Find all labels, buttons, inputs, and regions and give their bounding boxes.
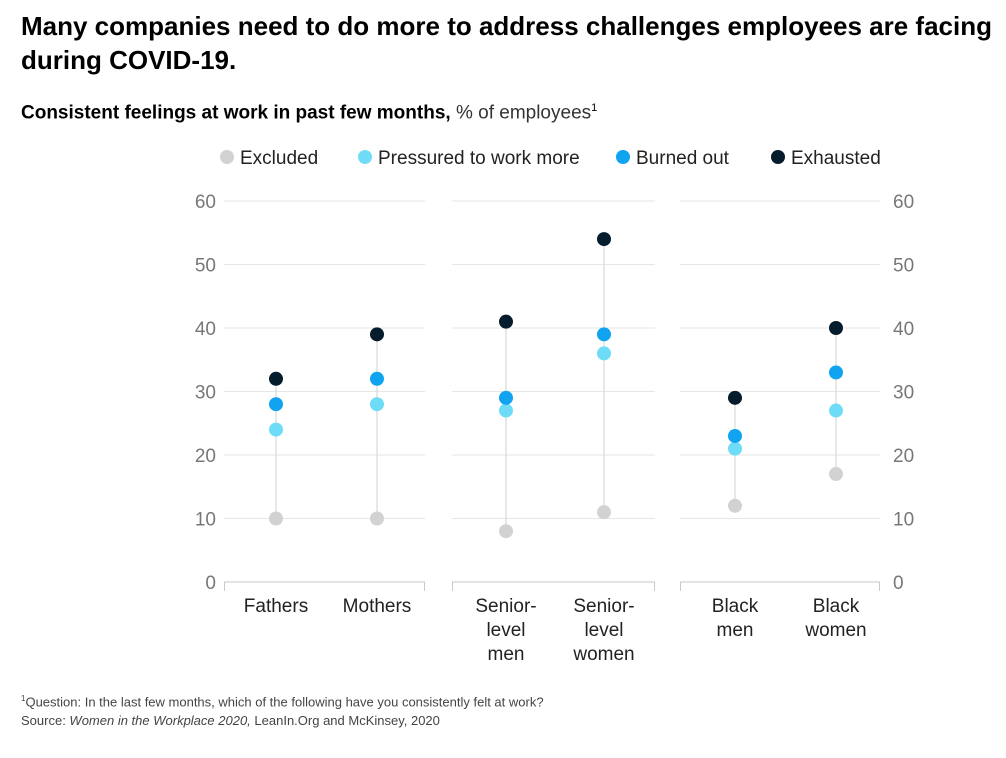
legend-marker-pressured-to-work-more	[358, 150, 372, 164]
subtitle-unit: % of employees	[450, 102, 592, 124]
y-tick-label-right: 20	[893, 446, 914, 467]
subtitle-footnote-marker: 1	[591, 102, 598, 114]
dot-pressured-to-work-more	[269, 422, 283, 437]
footnote-source-line: Source: Women in the Workplace 2020, Lea…	[21, 711, 544, 730]
y-tick-label-left: 40	[195, 319, 216, 340]
y-tick-label-right: 60	[893, 192, 914, 213]
footnote-question: Question: In the last few months, which …	[25, 694, 544, 710]
y-tick-label-right: 50	[893, 256, 914, 277]
footnote-marker: 1	[21, 694, 26, 703]
legend-marker-excluded	[220, 150, 234, 164]
dot-exhausted	[597, 232, 611, 247]
dot-pressured-to-work-more	[370, 397, 384, 412]
dot-pressured-to-work-more	[499, 403, 513, 418]
dot-pressured-to-work-more	[829, 403, 843, 418]
source-publication: Women in the Workplace 2020,	[69, 713, 251, 729]
category-label: Fathers	[244, 596, 308, 617]
legend-label-burned-out: Burned out	[636, 148, 730, 169]
dot-pressured-to-work-more	[597, 346, 611, 361]
y-tick-label-right: 10	[893, 510, 914, 531]
dot-exhausted	[269, 371, 283, 386]
dot-exhausted	[728, 390, 742, 405]
legend-marker-burned-out	[616, 150, 630, 164]
dot-excluded	[597, 505, 611, 520]
category-label: Black women	[804, 596, 866, 641]
legend-marker-exhausted	[771, 150, 785, 164]
dot-burned-out	[829, 365, 843, 380]
chart-subtitle: Consistent feelings at work in past few …	[21, 95, 597, 126]
dot-burned-out	[597, 327, 611, 342]
dot-excluded	[499, 524, 513, 539]
dot-exhausted	[499, 314, 513, 329]
dot-exhausted	[829, 321, 843, 335]
legend-label-pressured-to-work-more: Pressured to work more	[378, 148, 580, 169]
source-publisher: LeanIn.Org and McKinsey, 2020	[250, 713, 440, 729]
chart-title: Many companies need to do more to addres…	[21, 11, 992, 75]
y-tick-label-left: 60	[195, 192, 216, 213]
dot-excluded	[370, 511, 384, 526]
legend-label-exhausted: Exhausted	[791, 148, 881, 169]
dot-burned-out	[370, 371, 384, 386]
dot-excluded	[269, 511, 283, 526]
y-tick-label-left: 20	[195, 446, 216, 467]
category-label: Mothers	[343, 596, 412, 617]
dot-excluded	[728, 498, 742, 513]
category-label: Senior-level women	[572, 596, 634, 665]
dot-exhausted	[370, 327, 384, 342]
y-tick-label-left: 0	[205, 573, 216, 594]
subtitle-bold: Consistent feelings at work in past few …	[21, 102, 451, 124]
dot-burned-out	[269, 397, 283, 412]
footnote: 1Question: In the last few months, which…	[21, 689, 544, 730]
legend-label-excluded: Excluded	[240, 148, 318, 169]
footnote-question-line: 1Question: In the last few months, which…	[21, 689, 544, 711]
source-label: Source:	[21, 713, 70, 729]
dot-excluded	[829, 467, 843, 482]
y-tick-label-left: 10	[195, 510, 216, 531]
dot-burned-out	[499, 390, 513, 405]
y-tick-label-left: 50	[195, 256, 216, 277]
dot-burned-out	[728, 428, 742, 443]
y-tick-label-right: 30	[893, 383, 914, 404]
dot-pressured-to-work-more	[728, 441, 742, 456]
y-tick-label-right: 40	[893, 319, 914, 340]
category-label: Senior-level men	[475, 596, 536, 665]
y-tick-label-left: 30	[195, 383, 216, 404]
category-label: Black men	[712, 596, 759, 641]
y-tick-label-right: 0	[893, 573, 904, 594]
